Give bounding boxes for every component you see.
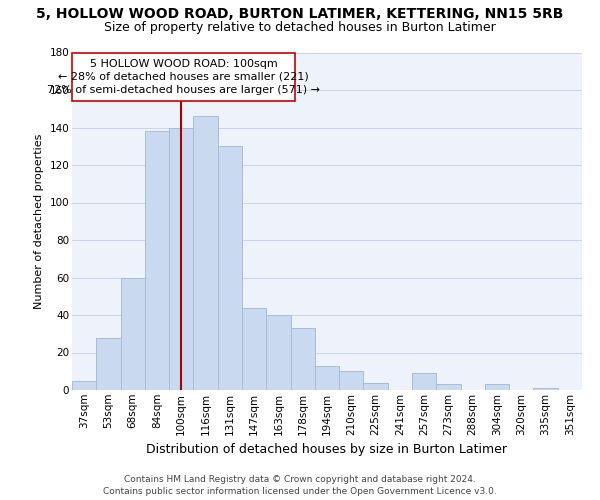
Bar — [412, 373, 436, 390]
FancyBboxPatch shape — [72, 52, 295, 101]
Bar — [169, 128, 193, 390]
Bar — [193, 116, 218, 390]
Bar — [339, 371, 364, 390]
Bar — [242, 308, 266, 390]
Text: Contains HM Land Registry data © Crown copyright and database right 2024.
Contai: Contains HM Land Registry data © Crown c… — [103, 475, 497, 496]
Bar — [533, 388, 558, 390]
X-axis label: Distribution of detached houses by size in Burton Latimer: Distribution of detached houses by size … — [146, 443, 508, 456]
Bar — [72, 380, 96, 390]
Bar — [315, 366, 339, 390]
Bar — [96, 338, 121, 390]
Bar — [145, 131, 169, 390]
Text: 5 HOLLOW WOOD ROAD: 100sqm
← 28% of detached houses are smaller (221)
72% of sem: 5 HOLLOW WOOD ROAD: 100sqm ← 28% of deta… — [47, 58, 320, 95]
Bar — [266, 315, 290, 390]
Bar — [290, 328, 315, 390]
Bar — [364, 382, 388, 390]
Bar — [436, 384, 461, 390]
Y-axis label: Number of detached properties: Number of detached properties — [34, 134, 44, 309]
Bar — [485, 384, 509, 390]
Bar — [121, 278, 145, 390]
Bar — [218, 146, 242, 390]
Text: 5, HOLLOW WOOD ROAD, BURTON LATIMER, KETTERING, NN15 5RB: 5, HOLLOW WOOD ROAD, BURTON LATIMER, KET… — [37, 8, 563, 22]
Text: Size of property relative to detached houses in Burton Latimer: Size of property relative to detached ho… — [104, 22, 496, 35]
